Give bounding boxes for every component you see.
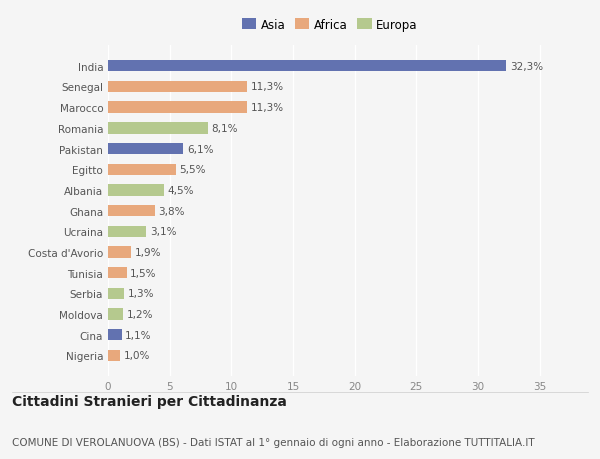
Bar (108, 82, 247, 93)
Text: 8,1%: 8,1% (212, 123, 238, 134)
Bar (108, 185, 163, 196)
Text: 1,5%: 1,5% (130, 268, 157, 278)
Bar (108, 123, 208, 134)
Bar (108, 309, 123, 320)
Text: 1,3%: 1,3% (128, 289, 154, 299)
Text: 4,5%: 4,5% (167, 185, 194, 196)
Bar (108, 164, 176, 175)
Bar (108, 288, 124, 299)
Bar (108, 61, 506, 72)
Text: 3,1%: 3,1% (150, 227, 176, 237)
Text: 32,3%: 32,3% (510, 62, 543, 72)
Bar (108, 102, 247, 113)
Legend: Asia, Africa, Europa: Asia, Africa, Europa (239, 15, 421, 35)
Text: Cittadini Stranieri per Cittadinanza: Cittadini Stranieri per Cittadinanza (12, 395, 287, 409)
Text: 5,5%: 5,5% (179, 165, 206, 175)
Bar (108, 268, 127, 279)
Text: 1,1%: 1,1% (125, 330, 152, 340)
Text: 1,2%: 1,2% (127, 309, 153, 319)
Text: COMUNE DI VEROLANUOVA (BS) - Dati ISTAT al 1° gennaio di ogni anno - Elaborazion: COMUNE DI VEROLANUOVA (BS) - Dati ISTAT … (12, 437, 535, 448)
Text: 3,8%: 3,8% (158, 206, 185, 216)
Bar (108, 226, 146, 237)
Bar (108, 144, 183, 155)
Bar (108, 247, 131, 258)
Text: 6,1%: 6,1% (187, 144, 214, 154)
Text: 1,0%: 1,0% (124, 351, 151, 361)
Bar (108, 330, 122, 341)
Bar (108, 206, 155, 217)
Text: 11,3%: 11,3% (251, 103, 284, 113)
Text: 11,3%: 11,3% (251, 82, 284, 92)
Text: 1,9%: 1,9% (135, 247, 161, 257)
Bar (108, 350, 121, 361)
